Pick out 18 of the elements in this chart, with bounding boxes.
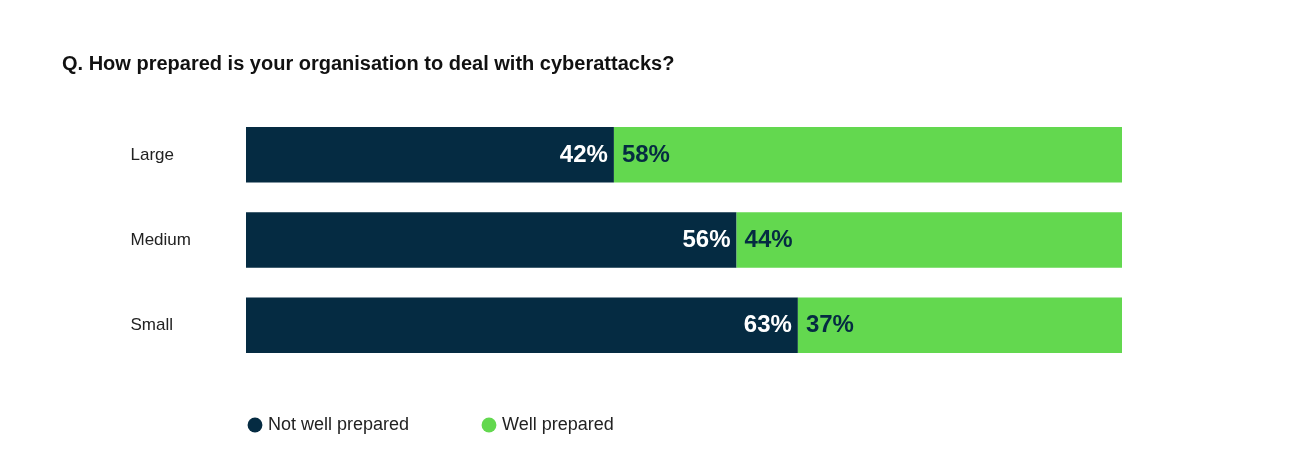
bar: [613, 126, 1122, 183]
chart-title: Q. How prepared is your organisation to deal with cyberattacks?: [62, 52, 675, 74]
bar: [246, 297, 798, 354]
y-tick-label: Medium: [130, 230, 191, 249]
data-label: 42%: [559, 139, 608, 167]
data-label: 56%: [682, 225, 731, 252]
legend-label: Not well prepared: [268, 414, 410, 434]
bar: [736, 212, 1122, 268]
data-label: 44%: [744, 225, 793, 252]
legend-label: Well prepared: [502, 414, 614, 434]
y-tick-label: Large: [130, 144, 174, 164]
data-label: 58%: [621, 139, 670, 167]
y-tick-label: Small: [130, 315, 174, 335]
data-label: 63%: [743, 310, 792, 338]
bar: [246, 212, 737, 268]
bar: [797, 297, 1122, 354]
bar: [246, 126, 614, 183]
data-label: 37%: [805, 310, 854, 338]
